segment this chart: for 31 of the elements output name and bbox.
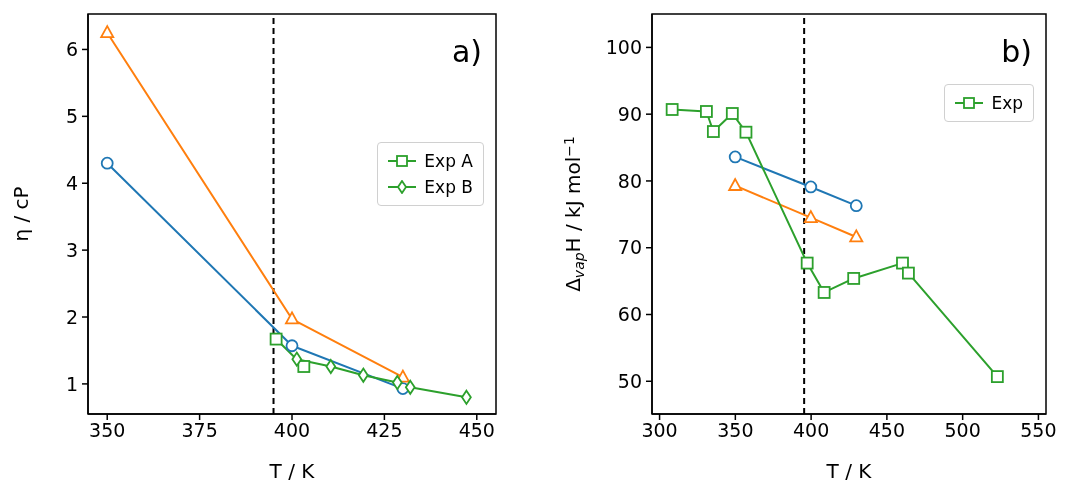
- annotation: a): [451, 34, 482, 69]
- x-tick-label: 375: [181, 419, 218, 442]
- x-axis-title: T / K: [825, 459, 873, 483]
- x-tick-label: 350: [717, 419, 754, 442]
- y-tick-label: 5: [65, 105, 78, 128]
- y-tick-label: 3: [65, 238, 78, 261]
- x-tick-label: 400: [273, 419, 311, 442]
- y-axis-title: η / cP: [9, 186, 33, 242]
- x-tick-label: 550: [1020, 419, 1057, 442]
- y-tick-label: 6: [65, 38, 78, 61]
- x-tick-label: 500: [944, 419, 981, 442]
- y-tick-label: 2: [65, 305, 78, 328]
- y-tick-label: 60: [617, 303, 642, 326]
- y-tick-label: 90: [617, 102, 642, 125]
- legend-label: Exp B: [424, 176, 473, 199]
- x-tick-label: 425: [366, 419, 403, 442]
- x-axis-title: T / K: [268, 459, 316, 483]
- x-tick-label: 350: [89, 419, 126, 442]
- y-tick-label: 100: [605, 36, 642, 59]
- y-tick-label: 70: [617, 236, 642, 259]
- legend-label: Exp: [991, 92, 1023, 115]
- x-tick-label: 450: [458, 419, 495, 442]
- x-tick-label: 400: [792, 419, 830, 442]
- y-tick-label: 80: [617, 169, 642, 192]
- y-tick-label: 50: [617, 370, 642, 393]
- y-tick-label: 1: [65, 372, 78, 395]
- x-tick-label: 300: [641, 419, 678, 442]
- annotation: b): [1001, 34, 1032, 69]
- x-tick-label: 450: [868, 419, 906, 442]
- y-tick-label: 4: [65, 171, 78, 194]
- legend-label: Exp A: [424, 150, 473, 173]
